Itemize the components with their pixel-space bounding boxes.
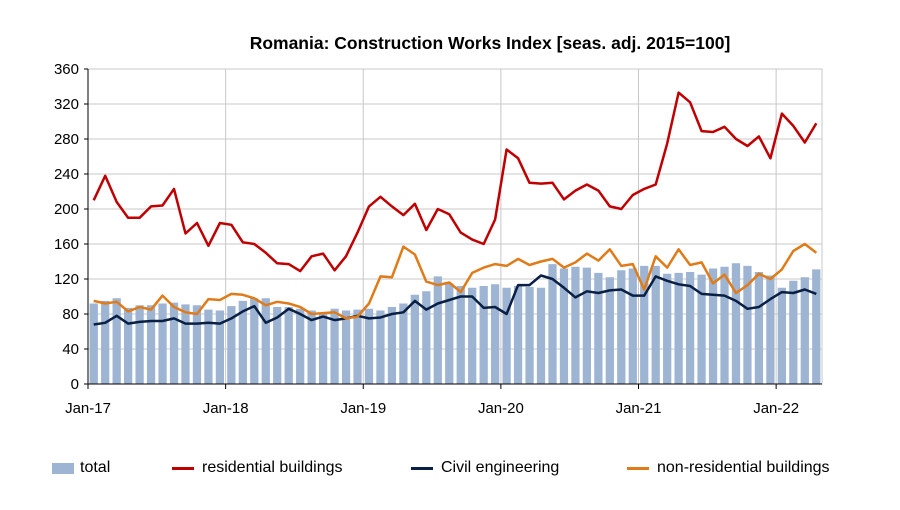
legend-label: total — [80, 459, 111, 476]
bar-total — [204, 309, 213, 384]
bar-total — [731, 263, 741, 384]
bar-total — [387, 307, 397, 384]
bar-total — [330, 308, 339, 384]
bar-total — [181, 304, 190, 384]
bar-total — [766, 275, 775, 384]
bar-total — [238, 300, 247, 384]
y-tick-label: 280 — [54, 131, 79, 148]
bar-total — [468, 287, 477, 384]
y-tick-label: 360 — [54, 61, 79, 78]
legend-item: residential buildings — [172, 456, 343, 480]
bar-total — [812, 269, 821, 384]
chart-title: Romania: Construction Works Index [seas.… — [249, 33, 731, 53]
bar-total — [433, 276, 442, 384]
legend-swatch — [627, 466, 649, 470]
bar-total — [112, 298, 121, 384]
bar-total — [582, 267, 592, 384]
bar-total — [445, 283, 454, 384]
bar-total — [261, 298, 270, 384]
bar-total — [800, 277, 809, 384]
bar-total — [341, 310, 351, 384]
bar-total — [559, 268, 569, 384]
bar-total — [399, 303, 408, 384]
x-tick-label: Jan-17 — [65, 400, 111, 417]
bar-total — [376, 310, 385, 384]
bar-total — [663, 273, 672, 384]
legend-label: Civil engineering — [441, 459, 560, 476]
legend-item: total — [52, 456, 110, 480]
bar-total — [250, 298, 259, 384]
x-tick-label: Jan-19 — [340, 400, 386, 417]
bar-total — [720, 266, 729, 384]
y-tick-label: 160 — [54, 236, 79, 253]
legend-swatch — [172, 466, 194, 470]
line-non-residential-buildings — [93, 242, 818, 320]
bar-total — [307, 310, 316, 384]
bar-total — [284, 307, 293, 384]
y-tick-label: 40 — [62, 341, 79, 358]
bar-total — [651, 265, 660, 384]
bar-total — [743, 265, 752, 384]
bar-total — [479, 286, 488, 384]
legend-item: Civil engineering — [411, 456, 559, 480]
bar-total — [318, 312, 328, 384]
bar-total — [525, 286, 534, 384]
bar-total — [364, 308, 374, 384]
bar-total — [674, 272, 683, 384]
bar-total — [124, 307, 133, 384]
bar-total — [708, 268, 718, 384]
legend-label: non-residential buildings — [657, 459, 830, 476]
bar-total — [158, 303, 167, 384]
bar-total — [135, 305, 144, 384]
y-tick-label: 0 — [71, 376, 79, 393]
legend-label: residential buildings — [202, 459, 343, 476]
bar-total — [169, 302, 179, 384]
legend-item: non-residential buildings — [627, 456, 830, 480]
line-civil-engineering — [93, 274, 817, 326]
bar-total — [594, 272, 603, 384]
bar-total — [628, 268, 637, 384]
legend-swatch — [52, 462, 74, 474]
bar-total — [192, 305, 202, 384]
bar-total — [410, 294, 419, 384]
bar-total — [536, 287, 546, 384]
bar-total — [273, 307, 282, 384]
bar-total — [754, 272, 764, 384]
x-tick-label: Jan-22 — [753, 400, 799, 417]
bar-total — [513, 286, 523, 384]
bar-total — [640, 265, 649, 384]
bar-total — [89, 303, 98, 384]
bar-total — [215, 310, 225, 384]
bar-total — [605, 277, 614, 384]
y-tick-label: 320 — [54, 96, 79, 113]
bar-total — [296, 308, 305, 384]
bar-total — [422, 291, 431, 384]
bar-total — [227, 306, 236, 384]
x-tick-label: Jan-21 — [616, 400, 662, 417]
bar-total — [697, 274, 706, 384]
y-tick-label: 120 — [54, 271, 79, 288]
bar-total — [617, 270, 626, 384]
bar-total — [146, 305, 156, 384]
bar-total — [101, 300, 110, 384]
legend-swatch — [411, 466, 433, 470]
x-tick-label: Jan-20 — [478, 400, 524, 417]
y-tick-label: 240 — [54, 166, 79, 183]
bar-total — [685, 272, 695, 384]
x-tick-label: Jan-18 — [203, 400, 249, 417]
bar-total — [456, 286, 465, 384]
legend: total residential buildings Civil engineer… — [0, 456, 900, 480]
bar-total — [353, 309, 362, 384]
bar-total — [502, 287, 511, 384]
line-residential-buildings — [92, 91, 818, 273]
bar-total — [571, 266, 580, 384]
bar-total — [491, 284, 500, 384]
y-tick-label: 80 — [62, 306, 79, 323]
bar-total — [548, 264, 557, 384]
bar-total — [789, 280, 798, 384]
y-tick-label: 200 — [54, 201, 79, 218]
bar-total — [777, 287, 786, 384]
